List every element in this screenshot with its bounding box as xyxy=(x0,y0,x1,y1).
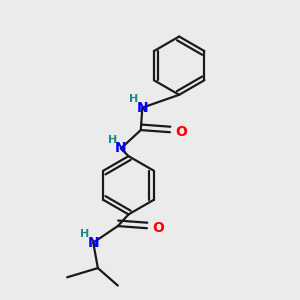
Text: N: N xyxy=(136,101,148,115)
Text: H: H xyxy=(80,229,90,239)
Text: H: H xyxy=(108,135,117,145)
Text: H: H xyxy=(129,94,139,104)
Text: O: O xyxy=(152,221,164,235)
Text: N: N xyxy=(87,236,99,250)
Text: N: N xyxy=(115,142,127,155)
Text: O: O xyxy=(176,125,187,139)
